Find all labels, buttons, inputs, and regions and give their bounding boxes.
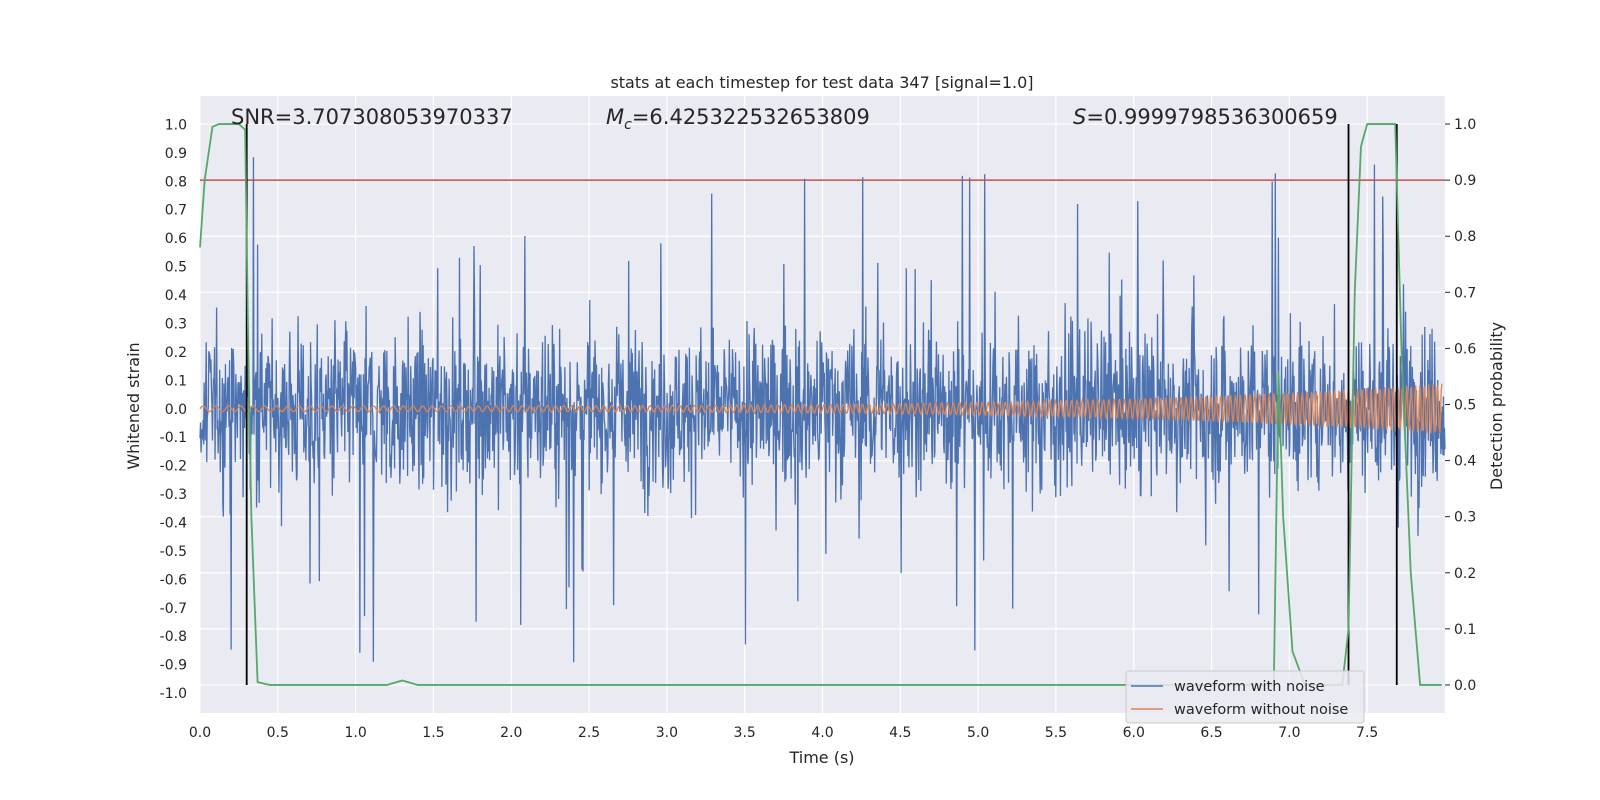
- y-tick-label-left: 0.5: [165, 260, 187, 276]
- y-tick-label-right: 0.4: [1454, 454, 1476, 470]
- series-waveform-without-noise: [199, 383, 1443, 434]
- y-axis-label-left: Whitened strain: [124, 342, 143, 469]
- y-tick-label-right: 0.5: [1454, 398, 1476, 414]
- y-tick-label-right: 0.1: [1454, 622, 1476, 638]
- y-tick-label-left: -1.0: [160, 686, 187, 702]
- y-tick-label-right: 0.3: [1454, 510, 1476, 526]
- y-tick-label-left: -0.5: [160, 544, 187, 560]
- y-tick-label-left: -0.2: [160, 459, 187, 475]
- x-tick-label: 6.5: [1200, 725, 1222, 741]
- legend-box: [1125, 670, 1365, 724]
- y-tick-label-right: 0.6: [1454, 341, 1476, 357]
- x-tick-label: 1.5: [422, 725, 444, 741]
- y-tick-label-left: 1.0: [165, 117, 187, 133]
- y-tick-label-left: 0.6: [165, 231, 187, 247]
- y-tick-label-left: 0.3: [165, 316, 187, 332]
- y-tick-label-left: -0.9: [160, 658, 187, 674]
- y-tick-label-left: -0.4: [160, 515, 187, 531]
- y-ticks-left: 1.0 0.9 0.8 0.7 0.6 0.5 0.4 0.3 0.2 0.1 0.0 -0.1 -0.…: [160, 117, 187, 702]
- x-tick-label: 5.5: [1045, 725, 1067, 741]
- s-annotation: S=0.9999798536300659: [1073, 105, 1338, 129]
- y-tick-label-right: 0.7: [1454, 285, 1476, 301]
- snr-annotation: SNR=3.707308053970337: [231, 105, 513, 129]
- y-tick-label-right: 0.2: [1454, 566, 1476, 582]
- x-axis-label: Time (s): [788, 748, 854, 767]
- y-tick-label-left: 0.2: [165, 345, 187, 361]
- y-tick-label-left: 0.9: [165, 146, 187, 162]
- legend-label-clean: waveform without noise: [1174, 702, 1348, 718]
- y-ticks-right: 1.0 0.9 0.8 0.7 0.6 0.5 0.4 0.3 0.2 0.1 0.0: [1445, 117, 1476, 694]
- y-tick-label-left: -0.3: [160, 487, 187, 503]
- x-tick-label: 6.0: [1123, 725, 1145, 741]
- x-tick-label: 0.5: [267, 725, 289, 741]
- x-tick-label: 3.0: [656, 725, 678, 741]
- x-tick-label: 7.0: [1278, 725, 1300, 741]
- y-tick-label-right: 0.9: [1454, 173, 1476, 189]
- y-tick-label-left: -0.8: [160, 629, 187, 645]
- y-tick-label-left: -0.1: [160, 430, 187, 446]
- y-tick-label-left: 0.7: [165, 203, 187, 219]
- x-ticks: 0.0 0.5 1.0 1.5 2.0 2.5 3.0 3.5 4.0 4.5 5.0 5.5 6.0 6…: [189, 725, 1378, 741]
- x-tick-label: 4.0: [811, 725, 833, 741]
- y-tick-label-left: -0.6: [160, 572, 187, 588]
- y-tick-label-left: 0.1: [165, 373, 187, 389]
- x-tick-label: 5.0: [967, 725, 989, 741]
- x-tick-label: 0.0: [189, 725, 211, 741]
- x-tick-label: 2.0: [500, 725, 522, 741]
- mc-annotation: Mc=6.425322532653809: [606, 105, 870, 133]
- clean-line: [199, 383, 1443, 434]
- y-tick-label-right: 0.8: [1454, 229, 1476, 245]
- x-tick-label: 2.5: [578, 725, 600, 741]
- chart-title: stats at each timestep for test data 347…: [610, 73, 1033, 92]
- legend-label-noise: waveform with noise: [1174, 679, 1325, 695]
- y-tick-label-left: -0.7: [160, 601, 187, 617]
- legend: waveform with noise waveform without noi…: [1125, 670, 1365, 724]
- x-tick-label: 3.5: [734, 725, 756, 741]
- x-tick-label: 1.0: [344, 725, 366, 741]
- y-tick-label-left: 0.0: [165, 402, 187, 418]
- y-tick-label-left: 0.4: [165, 288, 187, 304]
- y-tick-label-right: 0.0: [1454, 678, 1476, 694]
- x-tick-label: 7.5: [1356, 725, 1378, 741]
- y-tick-label-right: 1.0: [1454, 117, 1476, 133]
- y-tick-label-left: 0.8: [165, 174, 187, 190]
- y-axis-label-right: Detection probability: [1487, 322, 1506, 490]
- x-tick-label: 4.5: [889, 725, 911, 741]
